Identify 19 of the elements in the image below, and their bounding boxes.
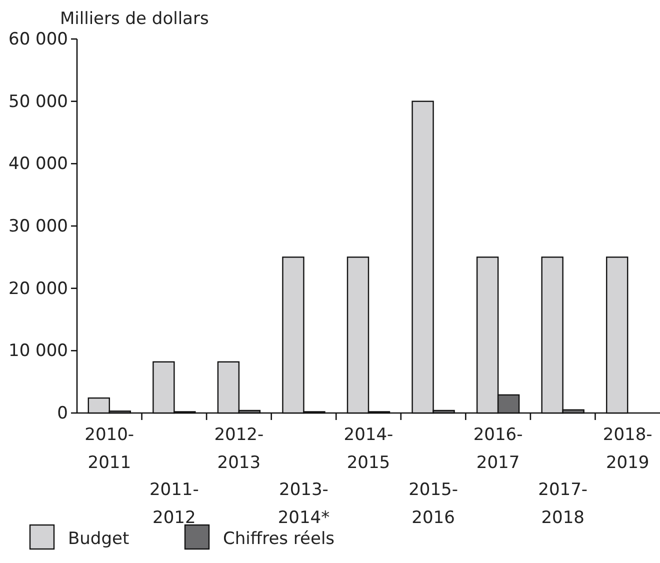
y-tick-label: 40 000 — [8, 154, 68, 174]
x-tick-label: 2014-2015 — [344, 425, 394, 473]
y-tick-label: 20 000 — [8, 278, 68, 299]
y-tick-label: 0 — [57, 403, 68, 424]
legend-label: Chiffres réels — [223, 529, 335, 549]
x-tick-label: 2013-2014* — [278, 480, 330, 528]
x-tick-label: 2015-2016 — [408, 480, 458, 528]
x-tick-label: 2017-2018 — [538, 480, 588, 528]
y-axis-title: Milliers de dollars — [60, 9, 209, 29]
x-tick-label: 2011-2012 — [149, 480, 199, 528]
legend-label: Budget — [68, 529, 130, 549]
x-tick-label: 2012-2013 — [214, 425, 264, 473]
y-tick-label: 30 000 — [8, 216, 68, 236]
x-tick-label: 2016-2017 — [473, 425, 523, 473]
x-tick-label: 2010-2011 — [84, 425, 134, 473]
y-tick-label: 10 000 — [8, 341, 68, 362]
y-tick-label: 60 000 — [8, 29, 68, 50]
x-tick-label: 2018-2019 — [602, 425, 652, 473]
y-tick-label: 50 000 — [8, 92, 68, 112]
